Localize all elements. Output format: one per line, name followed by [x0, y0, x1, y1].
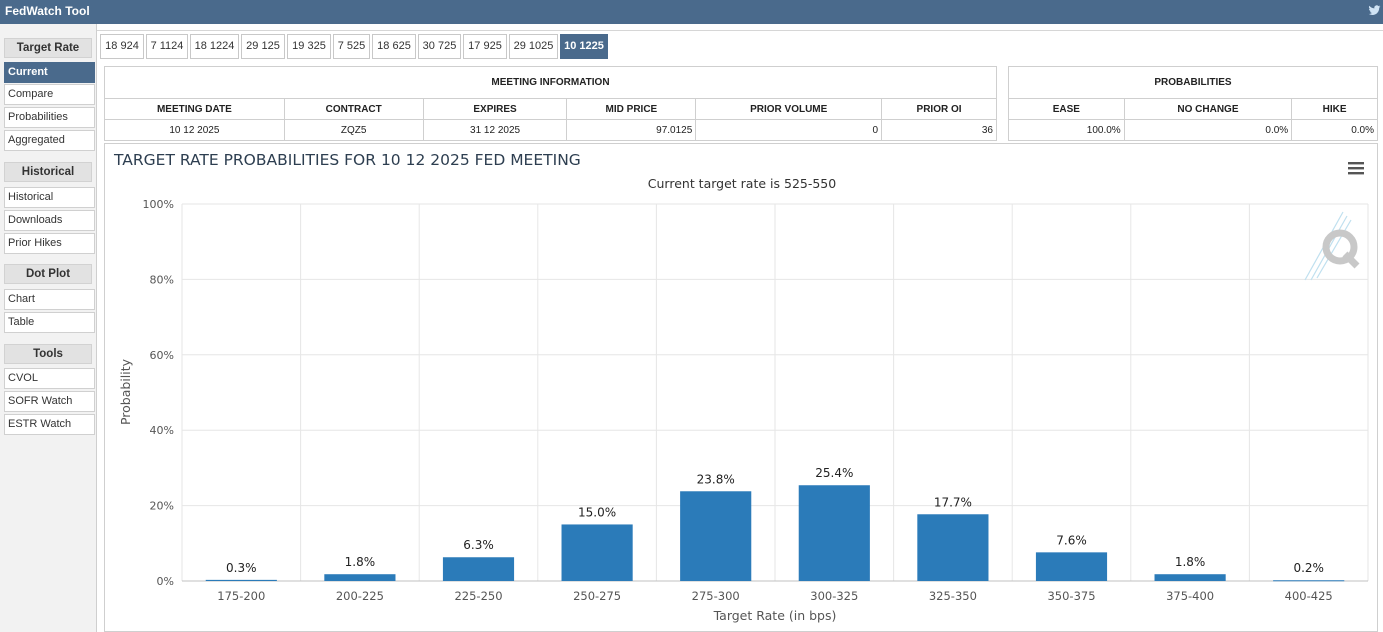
sidebar-item-historical[interactable]: Historical [4, 187, 95, 208]
chart-bars [205, 485, 1345, 582]
bar-275-300[interactable] [680, 491, 752, 581]
tab-meeting[interactable]: 29 1025 [509, 34, 558, 59]
x-axis-title: Target Rate (in bps) [713, 608, 837, 623]
probabilities-table: PROBABILITIES EASE NO CHANGE HIKE 100.0%… [1008, 66, 1378, 141]
y-tick-label: 60% [150, 349, 174, 362]
sidebar: Target Rate Current Compare Probabilitie… [0, 24, 97, 632]
sidebar-item-compare[interactable]: Compare [4, 84, 95, 105]
y-tick-label: 80% [150, 273, 174, 286]
sidebar-item-current[interactable]: Current [4, 62, 95, 83]
bar-225-250[interactable] [442, 557, 515, 581]
chart-data-labels: 0.3% 1.8% 6.3% 15.0% 23.8% 25.4% 17.7% 7.6% 1.8%… [226, 466, 1324, 575]
x-tick-label: 275-300 [692, 589, 740, 603]
bar-data-label: 25.4% [815, 466, 853, 480]
bar-300-325[interactable] [798, 485, 870, 581]
bar-400-425[interactable] [1273, 580, 1345, 582]
x-tick-label: 225-250 [454, 589, 502, 603]
y-axis-title: Probability [118, 358, 133, 425]
x-tick-label: 300-325 [810, 589, 858, 603]
x-tick-label: 200-225 [336, 589, 384, 603]
tab-meeting[interactable]: 18 625 [372, 34, 416, 59]
sidebar-header-tools[interactable]: Tools [4, 344, 92, 364]
tab-meeting[interactable]: 18 1224 [190, 34, 239, 59]
bar-data-label: 0.3% [226, 561, 257, 575]
chart-subtitle: Current target rate is 525-550 [648, 176, 836, 191]
sidebar-item-prior-hikes[interactable]: Prior Hikes [4, 233, 95, 254]
bar-375-400[interactable] [1154, 574, 1226, 581]
column-header: PRIOR OI [881, 98, 997, 120]
tab-meeting-active[interactable]: 10 1225 [560, 34, 608, 59]
bar-data-label: 0.2% [1293, 561, 1324, 575]
bar-250-275[interactable] [561, 524, 633, 581]
q-logo-icon [1304, 211, 1360, 281]
x-tick-label: 325-350 [929, 589, 977, 603]
no-change-cell: 0.0% [1123, 119, 1293, 141]
tab-meeting[interactable]: 18 924 [100, 34, 144, 59]
sidebar-item-cvol[interactable]: CVOL [4, 368, 95, 389]
y-tick-label: 100% [143, 198, 174, 211]
sidebar-header-dot-plot[interactable]: Dot Plot [4, 264, 92, 284]
chart-grid [181, 203, 1369, 582]
bar-325-350[interactable] [917, 514, 989, 581]
table-row: 10 12 2025 ZQZ5 31 12 2025 97.0125 0 36 [104, 119, 997, 141]
chart-y-ticks: 0% 20% 40% 60% 80% 100% [143, 198, 174, 588]
hike-cell: 0.0% [1291, 119, 1378, 141]
tab-strip-divider [97, 30, 1383, 31]
bar-data-label: 7.6% [1056, 533, 1087, 547]
sidebar-item-estr-watch[interactable]: ESTR Watch [4, 414, 95, 435]
tab-meeting[interactable]: 29 125 [241, 34, 285, 59]
x-tick-label: 350-375 [1047, 589, 1095, 603]
ease-cell: 100.0% [1008, 119, 1125, 141]
sidebar-item-aggregated[interactable]: Aggregated [4, 130, 95, 151]
bar-data-label: 15.0% [578, 505, 616, 519]
sidebar-item-downloads[interactable]: Downloads [4, 210, 95, 231]
tab-meeting[interactable]: 30 725 [418, 34, 461, 59]
sidebar-item-sofr-watch[interactable]: SOFR Watch [4, 391, 95, 412]
bar-data-label: 1.8% [1175, 555, 1206, 569]
sidebar-header-historical[interactable]: Historical [4, 162, 92, 182]
meeting-info-table: MEETING INFORMATION MEETING DATE CONTRAC… [104, 66, 997, 141]
app-title: FedWatch Tool [5, 4, 90, 18]
mid-price-cell: 97.0125 [566, 119, 697, 141]
app-title-bar: FedWatch Tool [0, 0, 1383, 24]
chart-x-ticks: 175-200 200-225 225-250 250-275 275-300 300-3… [217, 589, 1332, 603]
bar-175-200[interactable] [205, 579, 277, 581]
twitter-icon[interactable] [1368, 4, 1381, 17]
bar-200-225[interactable] [324, 574, 396, 581]
bar-data-label: 1.8% [345, 555, 376, 569]
contract-cell: ZQZ5 [283, 119, 424, 141]
expires-cell: 31 12 2025 [422, 119, 568, 141]
x-tick-label: 375-400 [1166, 589, 1214, 603]
y-tick-label: 0% [157, 575, 174, 588]
tab-meeting[interactable]: 17 925 [463, 34, 507, 59]
x-tick-label: 175-200 [217, 589, 265, 603]
sidebar-item-chart[interactable]: Chart [4, 289, 95, 310]
y-tick-label: 20% [150, 500, 174, 513]
prior-oi-cell: 36 [881, 119, 997, 141]
bar-data-label: 23.8% [697, 472, 735, 486]
bar-data-label: 17.7% [934, 495, 972, 509]
bar-data-label: 6.3% [463, 538, 494, 552]
bar-350-375[interactable] [1035, 552, 1108, 581]
sidebar-item-table[interactable]: Table [4, 312, 95, 333]
y-tick-label: 40% [150, 424, 174, 437]
chart-title: TARGET RATE PROBABILITIES FOR 10 12 2025… [113, 151, 581, 169]
hamburger-menu-icon[interactable] [1348, 161, 1364, 175]
tab-meeting[interactable]: 7 1124 [146, 34, 188, 59]
x-tick-label: 250-275 [573, 589, 621, 603]
tab-meeting[interactable]: 7 525 [333, 34, 370, 59]
sidebar-header-target-rate[interactable]: Target Rate [4, 38, 92, 58]
tab-meeting[interactable]: 19 325 [287, 34, 331, 59]
table-row: 100.0% 0.0% 0.0% [1008, 119, 1378, 141]
sidebar-item-probabilities[interactable]: Probabilities [4, 107, 95, 128]
x-tick-label: 400-425 [1285, 589, 1333, 603]
